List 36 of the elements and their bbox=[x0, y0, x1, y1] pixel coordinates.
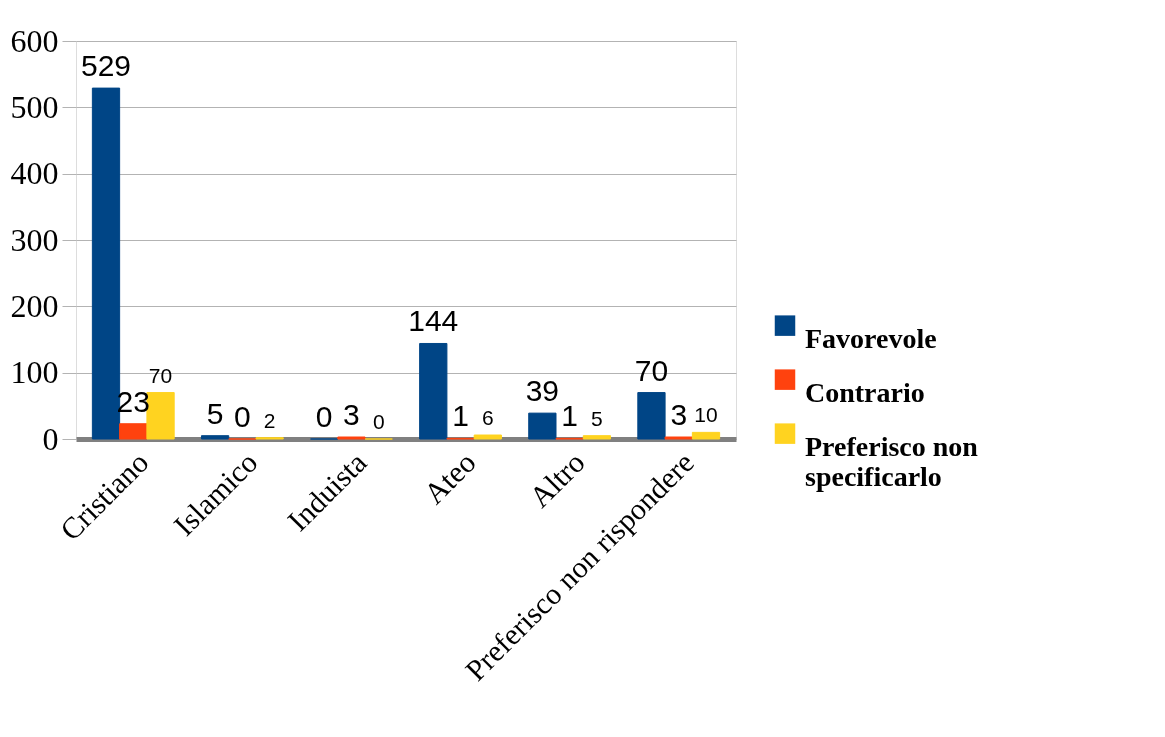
data-label: 39 bbox=[525, 374, 560, 408]
y-tick-label: 200 bbox=[10, 287, 59, 324]
y-tick-label: 500 bbox=[10, 88, 59, 125]
y-tick-label: 400 bbox=[10, 155, 59, 192]
data-label: 3 bbox=[343, 398, 360, 432]
data-label: 529 bbox=[80, 49, 132, 83]
bar bbox=[419, 342, 448, 440]
data-label: 6 bbox=[481, 406, 494, 430]
data-label: 5 bbox=[206, 396, 224, 430]
y-tick-label: 600 bbox=[10, 22, 59, 59]
data-label: 10 bbox=[694, 403, 718, 427]
y-tick-label: 300 bbox=[10, 221, 59, 258]
data-label: 0 bbox=[372, 410, 385, 433]
bar bbox=[582, 435, 612, 440]
y-tick-label: 100 bbox=[10, 354, 59, 391]
data-label: 1 bbox=[561, 399, 578, 433]
bar bbox=[119, 423, 148, 440]
data-label: 0 bbox=[315, 400, 333, 433]
bar bbox=[691, 431, 721, 440]
data-label: 144 bbox=[408, 304, 459, 338]
bar bbox=[200, 435, 230, 440]
x-tick-label: Ateo bbox=[417, 445, 482, 510]
bar bbox=[473, 434, 502, 440]
data-label: 0 bbox=[234, 400, 251, 433]
legend-label: Contrario bbox=[805, 376, 925, 408]
data-label: 3 bbox=[670, 398, 688, 432]
legend-label: Preferisco non specificarlo bbox=[805, 430, 979, 492]
legend-label: Favorevole bbox=[805, 322, 937, 354]
data-label: 70 bbox=[634, 353, 669, 387]
data-label: 70 bbox=[148, 363, 173, 387]
data-label: 2 bbox=[263, 408, 276, 432]
bar bbox=[637, 392, 666, 440]
bar bbox=[528, 412, 557, 440]
y-tick-label: 0 bbox=[42, 420, 59, 457]
data-label: 1 bbox=[452, 399, 469, 433]
data-label: 5 bbox=[591, 406, 603, 430]
